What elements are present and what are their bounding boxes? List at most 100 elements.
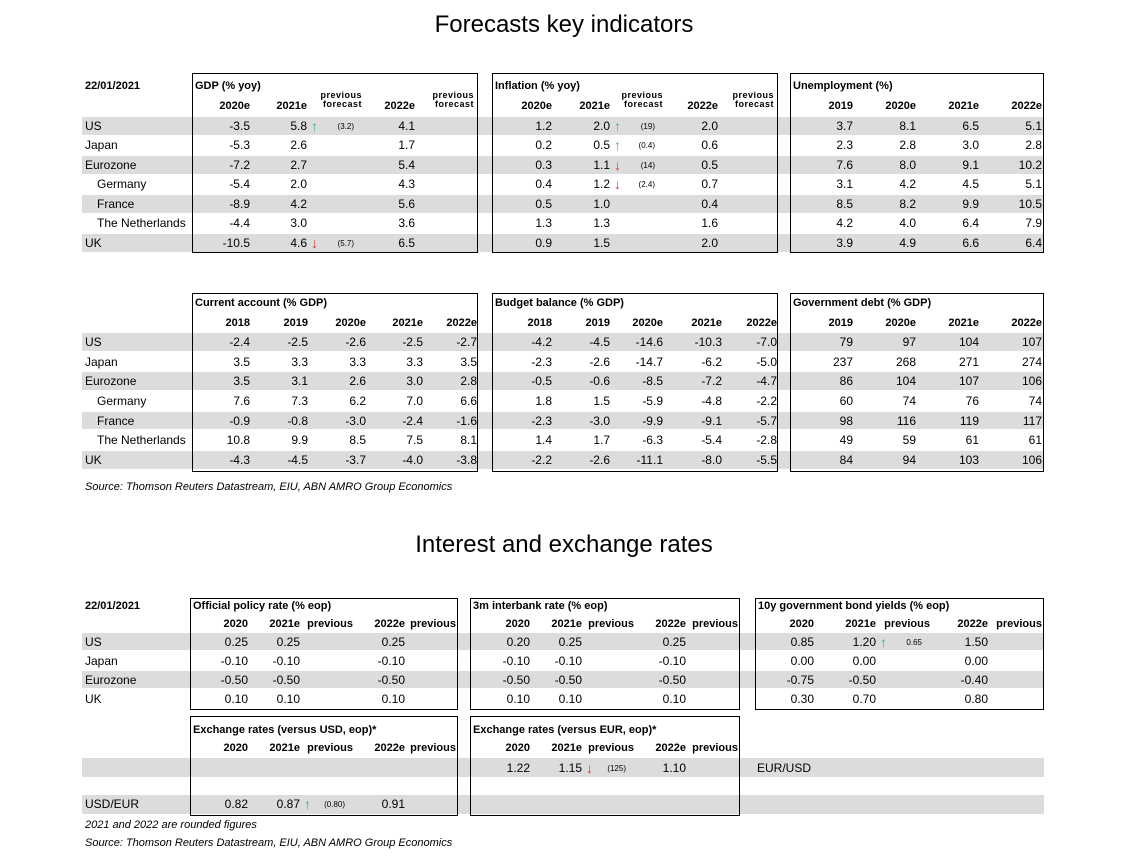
cell-value: 6.6 — [962, 235, 979, 250]
column-header: previous — [307, 618, 353, 630]
change-arrow: ↓ — [614, 156, 621, 173]
cell-value: -4.5 — [287, 453, 308, 468]
column-header: previous forecast — [320, 90, 362, 109]
cell-value: -0.10 — [377, 653, 405, 668]
cell-value: -4.8 — [701, 393, 722, 408]
cell-value: 1.15 — [558, 761, 582, 775]
column-header: 2020 — [223, 742, 248, 754]
cell-value: 0.4 — [701, 196, 718, 211]
cell-value: 7.0 — [406, 393, 423, 408]
column-header: 2022e — [384, 100, 415, 112]
previous-forecast: (19) — [640, 121, 655, 131]
column-header: 2019 — [585, 317, 610, 329]
previous-forecast: (2.4) — [638, 180, 655, 190]
column-header: 2021e — [269, 742, 300, 754]
cell-value: 4.2 — [899, 177, 916, 192]
cell-value: 0.9 — [535, 235, 552, 250]
cell-value: 8.2 — [899, 196, 916, 211]
cell-value: 1.7 — [593, 433, 610, 448]
cell-value: 1.5 — [593, 235, 610, 250]
cell-value: -2.3 — [531, 354, 552, 369]
cell-value: -0.6 — [589, 374, 610, 389]
column-header: 2020e — [219, 100, 250, 112]
country-label: France — [97, 196, 135, 211]
cell-value: 0.91 — [381, 797, 405, 811]
cell-value: 0.10 — [381, 691, 405, 706]
cell-value: -0.8 — [287, 413, 308, 428]
row-band — [82, 372, 1044, 391]
cell-value: 0.25 — [381, 634, 405, 649]
country-label: US — [85, 118, 102, 133]
block-title: GDP (% yoy) — [195, 80, 261, 92]
row-band — [82, 633, 1044, 650]
cell-value: 0.87 — [276, 797, 300, 811]
cell-value: 0.85 — [790, 634, 814, 649]
cell-value: -6.3 — [642, 433, 663, 448]
cell-value: 7.3 — [291, 393, 308, 408]
cell-value: -4.4 — [229, 216, 250, 231]
cell-value: 0.30 — [790, 691, 814, 706]
cell-value: -0.40 — [960, 672, 988, 687]
cell-value: 0.5 — [593, 138, 610, 153]
cell-value: -5.4 — [229, 177, 250, 192]
cell-value: 0.00 — [964, 653, 988, 668]
cell-value: 1.20 — [852, 634, 876, 649]
cell-value: 86 — [839, 374, 853, 389]
column-header: 2021e — [691, 317, 722, 329]
block-title: Budget balance (% GDP) — [495, 297, 624, 309]
cell-value: -0.50 — [848, 672, 876, 687]
cell-value: -2.3 — [531, 413, 552, 428]
cell-value: 98 — [839, 413, 853, 428]
cell-value: 1.22 — [506, 761, 530, 775]
cell-value: 1.3 — [593, 216, 610, 231]
cell-value: 5.4 — [398, 157, 415, 172]
change-arrow: ↑ — [614, 137, 621, 154]
cell-value: 106 — [1021, 453, 1042, 468]
cell-value: -4.7 — [756, 374, 777, 389]
cell-value: 237 — [832, 354, 853, 369]
cell-value: 3.0 — [290, 216, 307, 231]
cell-value: -0.50 — [377, 672, 405, 687]
block-border — [492, 73, 778, 253]
country-label: UK — [85, 453, 102, 468]
row-band — [82, 195, 1044, 213]
cell-value: 8.0 — [899, 157, 916, 172]
cell-value: -0.50 — [658, 672, 686, 687]
column-header: previous — [410, 742, 456, 754]
column-header: 2020e — [632, 317, 663, 329]
cell-value: 106 — [1021, 374, 1042, 389]
block-title: 10y government bond yields (% eop) — [758, 600, 950, 612]
cell-value: -5.0 — [756, 354, 777, 369]
cell-value: 10.5 — [1018, 196, 1042, 211]
cell-value: -0.10 — [220, 653, 248, 668]
cell-value: -2.2 — [756, 393, 777, 408]
cell-value: 1.10 — [662, 761, 686, 775]
cell-value: 0.5 — [535, 196, 552, 211]
country-label: US — [85, 634, 102, 649]
cell-value: 103 — [958, 453, 979, 468]
cell-value: 3.0 — [962, 138, 979, 153]
cell-value: 0.2 — [535, 138, 552, 153]
cell-value: 8.5 — [836, 196, 853, 211]
column-header: 2020 — [789, 618, 814, 630]
date-label: 22/01/2021 — [85, 80, 141, 92]
cell-value: -0.50 — [554, 672, 582, 687]
change-arrow: ↓ — [311, 234, 318, 251]
row-band — [82, 671, 1044, 688]
cell-value: 116 — [896, 413, 916, 428]
change-arrow: ↑ — [304, 796, 311, 812]
cell-value: 4.0 — [899, 216, 916, 231]
cell-value: 60 — [839, 393, 853, 408]
cell-value: -5.7 — [756, 413, 777, 428]
block-title: Exchange rates (versus USD, eop)* — [193, 724, 377, 736]
cell-value: 107 — [958, 374, 979, 389]
column-header: previous — [588, 742, 634, 754]
previous-forecast: (14) — [640, 160, 655, 170]
cell-value: -2.2 — [531, 453, 552, 468]
cell-value: -2.7 — [456, 334, 477, 349]
column-header: previous — [410, 618, 456, 630]
column-header: previous — [588, 618, 634, 630]
cell-value: -2.4 — [229, 334, 250, 349]
cell-value: 3.1 — [291, 374, 308, 389]
cell-value: 2.0 — [290, 177, 307, 192]
